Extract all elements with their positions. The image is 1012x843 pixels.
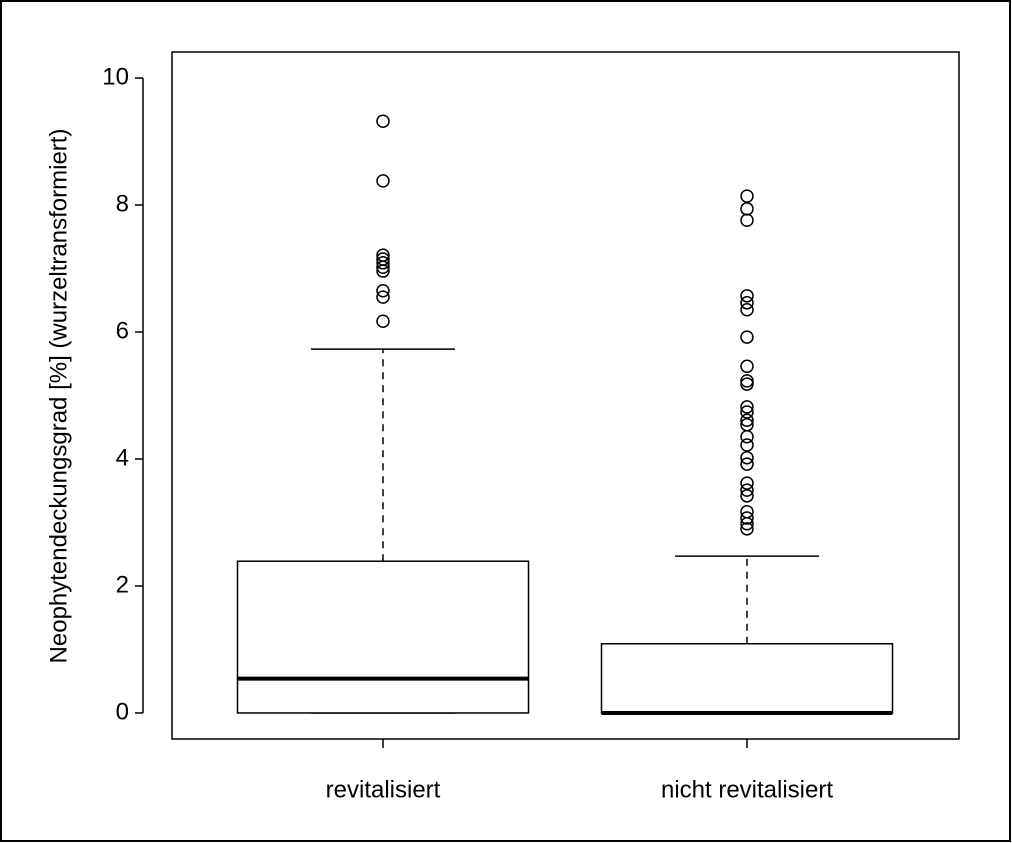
outlier: [740, 413, 754, 428]
outlier: [376, 290, 390, 304]
outlier: [376, 260, 390, 274]
outlier: [376, 283, 390, 298]
outlier: [740, 489, 754, 503]
box: [600, 643, 894, 714]
outlier: [740, 438, 754, 452]
outlier: [740, 296, 754, 310]
outlier: [740, 213, 754, 228]
outlier: [740, 303, 754, 317]
outlier: [740, 511, 754, 525]
outlier: [740, 330, 754, 344]
outlier: [376, 174, 390, 188]
y-tick-label: 0: [116, 698, 129, 725]
y-tick-label: 2: [116, 571, 129, 598]
y-tick-label: 4: [116, 444, 129, 471]
outlier: [740, 202, 754, 216]
outlier: [740, 374, 754, 388]
outlier: [740, 457, 754, 471]
outlier: [740, 189, 754, 203]
y-tick-label: 6: [116, 317, 129, 344]
y-tick-label: 8: [116, 190, 129, 217]
plot-frame: [171, 51, 960, 740]
outlier: [740, 430, 754, 444]
x-tick-label: nicht revitalisiert: [661, 776, 833, 803]
y-tick-label: 10: [102, 63, 129, 90]
outlier: [740, 483, 754, 497]
outlier: [376, 256, 390, 270]
outlier: [740, 517, 754, 531]
outlier: [376, 314, 390, 328]
outlier: [376, 114, 390, 128]
outlier: [740, 289, 754, 303]
y-axis-label: Neophytendeckungsgrad [%] (wurzeltransfo…: [45, 129, 72, 664]
outlier: [740, 400, 754, 414]
outlier: [740, 377, 754, 391]
outlier: [376, 264, 390, 278]
outlier: [740, 450, 754, 465]
outlier: [740, 476, 754, 490]
outlier: [740, 359, 754, 374]
box: [236, 560, 530, 714]
outlier: [740, 522, 754, 536]
x-tick-label: revitalisiert: [326, 776, 441, 803]
